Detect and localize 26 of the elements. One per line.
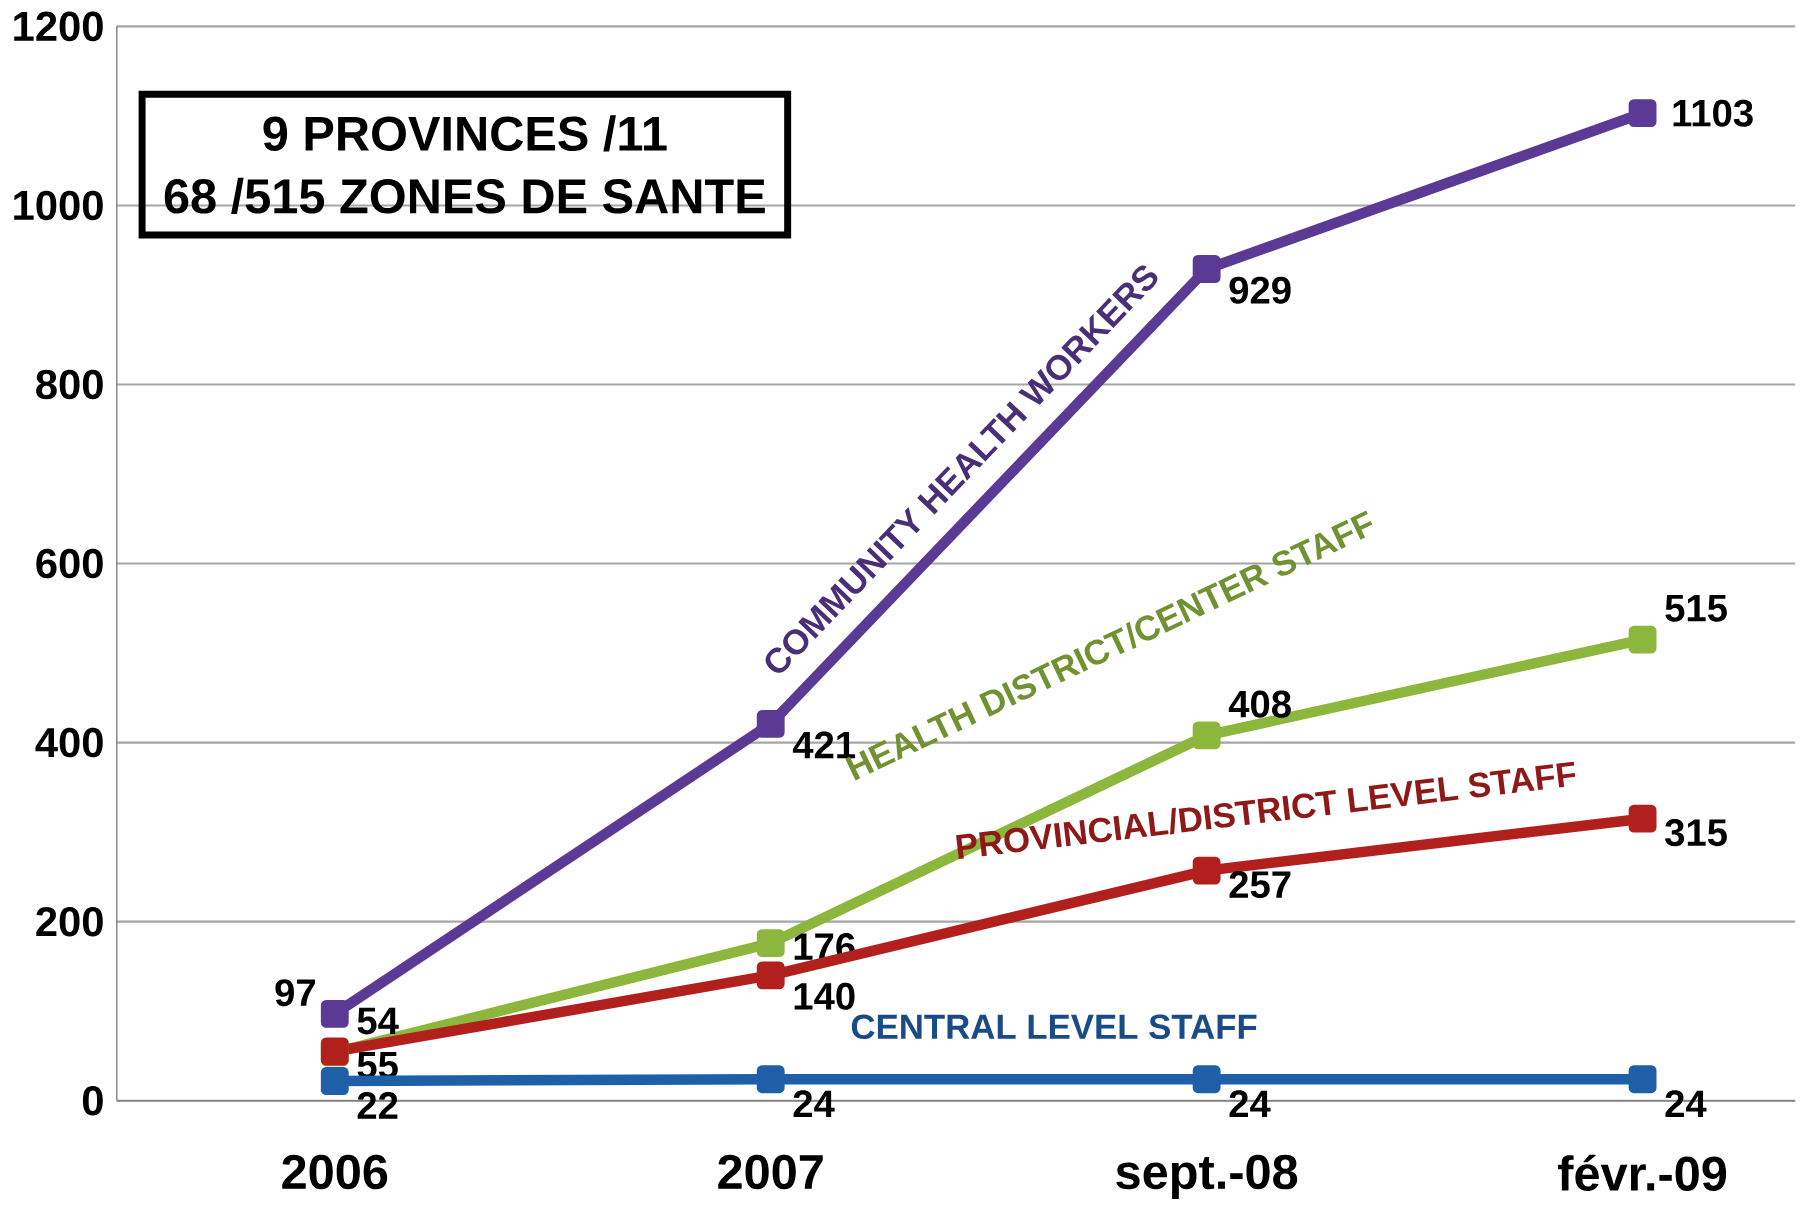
y-tick-label: 400 [35,728,103,758]
data-label: 22 [357,1092,398,1119]
x-tick-label: févr.-09 [1558,1155,1727,1192]
y-tick-label: 600 [36,549,103,579]
y-tick-label: 800 [36,369,103,400]
data-label: 24 [1229,1090,1271,1118]
x-tick-label: 2007 [718,1154,823,1190]
data-label: 257 [1229,871,1291,899]
y-tick-label: 1000 [14,190,103,221]
x-tick-label: 2006 [282,1154,388,1190]
annotation: 68 /515 ZONES DE SANTE [164,178,765,215]
data-label: 97 [275,979,315,1007]
data-label: 54 [357,1007,399,1035]
data-label: 140 [794,982,855,1011]
data-label: 24 [1665,1090,1707,1118]
data-label: 1103 [1673,99,1753,128]
y-tick-label: 0 [82,1086,103,1116]
data-label: 315 [1665,819,1727,847]
data-label: 515 [1665,595,1727,622]
data-label: 24 [793,1090,835,1118]
x-tick-label: sept.-08 [1116,1154,1298,1200]
y-tick-label: 1200 [14,11,103,42]
data-label: 929 [1229,276,1291,305]
y-tick-label: 200 [36,907,103,937]
annotation: 9 PROVINCES /11 [263,115,667,152]
series-label: CENTRAL LEVEL STAFF [851,1014,1257,1040]
